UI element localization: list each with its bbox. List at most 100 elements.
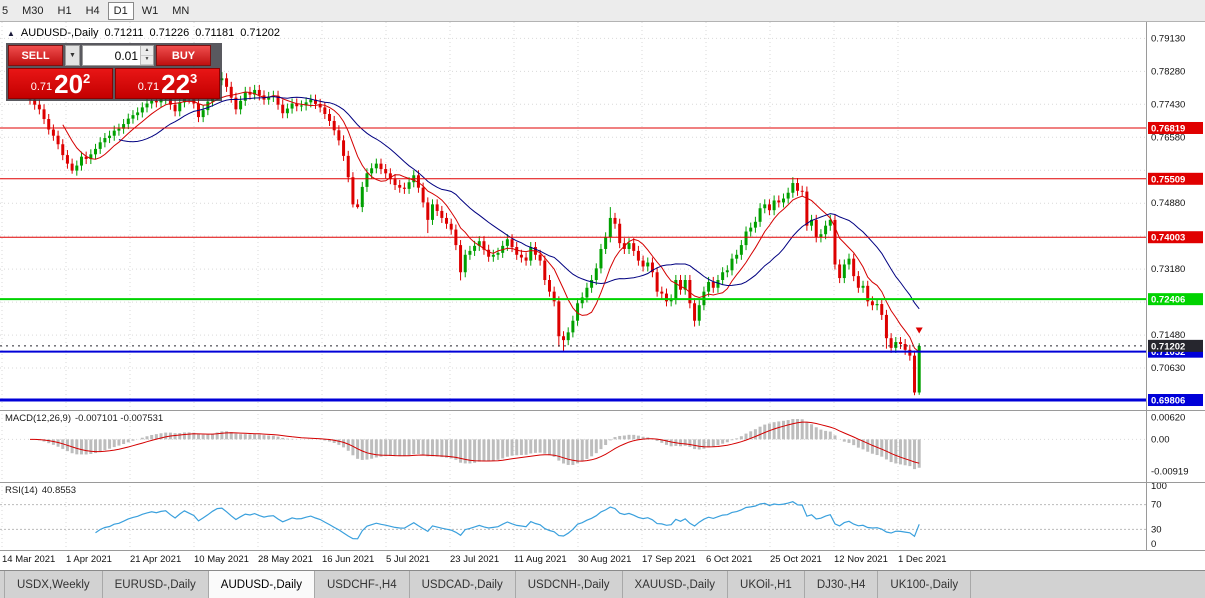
chart-symbol-header: ▲ AUDUSD-,Daily 0.71211 0.71226 0.71181 …	[7, 27, 280, 39]
volume-spinner: ▲ ▼	[140, 46, 153, 65]
chart-grid	[0, 22, 1147, 550]
ask-pipette: 3	[190, 71, 198, 86]
ask-big-digits: 22	[161, 69, 191, 100]
tab-xauusd-daily[interactable]: XAUUSD-,Daily	[623, 571, 729, 598]
svg-text:0.69806: 0.69806	[1151, 396, 1185, 407]
svg-text:23 Jul 2021: 23 Jul 2021	[450, 554, 499, 565]
tab-usdchf-h4[interactable]: USDCHF-,H4	[315, 571, 410, 598]
svg-text:0.71480: 0.71480	[1151, 330, 1185, 341]
svg-text:28 May 2021: 28 May 2021	[258, 554, 313, 565]
svg-text:30: 30	[1151, 524, 1162, 535]
svg-text:0.79130: 0.79130	[1151, 33, 1185, 44]
svg-text:14 Mar 2021: 14 Mar 2021	[2, 554, 55, 565]
price-chart-canvas[interactable]: 14 Mar 2021 1 Apr 2021 21 Apr 2021 10 May 2…	[0, 22, 1205, 570]
candlesticks	[28, 72, 921, 396]
ohlc-high: 0.71226	[149, 27, 190, 39]
svg-text:16 Jun 2021: 16 Jun 2021	[322, 554, 374, 565]
volume-increase-button[interactable]: ▲	[141, 46, 153, 56]
svg-text:5 Jul 2021: 5 Jul 2021	[386, 554, 430, 565]
svg-text:0.77430: 0.77430	[1151, 99, 1185, 110]
svg-text:0.71202: 0.71202	[1151, 341, 1185, 352]
svg-text:0.76580: 0.76580	[1151, 132, 1185, 143]
ohlc-low: 0.71181	[195, 27, 235, 39]
chevron-down-icon: ▼	[69, 52, 76, 59]
volume-field-wrap: ▲ ▼	[82, 45, 154, 66]
timeframe-button-m5[interactable]: 5	[0, 2, 14, 20]
ohlc-open: 0.71211	[104, 27, 144, 39]
bid-prefix: 0.71	[30, 81, 53, 93]
chart-tabs-bar: USDX,Weekly EURUSD-,Daily AUDUSD-,Daily …	[0, 570, 1205, 598]
svg-text:0.78280: 0.78280	[1151, 66, 1185, 77]
timeframe-button-h1[interactable]: H1	[52, 2, 78, 20]
svg-text:21 Apr 2021: 21 Apr 2021	[130, 554, 181, 565]
timeframe-button-h4[interactable]: H4	[80, 2, 106, 20]
tab-uk100-daily[interactable]: UK100-,Daily	[878, 571, 972, 598]
svg-text:0.72406: 0.72406	[1151, 295, 1185, 306]
svg-text:6 Oct 2021: 6 Oct 2021	[706, 554, 752, 565]
svg-text:0.76819: 0.76819	[1151, 123, 1185, 134]
bid-price-box[interactable]: 0.71 20 2	[8, 68, 113, 99]
volume-dropdown-button[interactable]: ▼	[65, 45, 80, 66]
ask-prefix: 0.71	[137, 81, 160, 93]
svg-text:25 Oct 2021: 25 Oct 2021	[770, 554, 822, 565]
price-axis-labels: 0.79130 0.78280 0.77430 0.76580 0.74880 0.731…	[1151, 33, 1189, 550]
symbol-name: AUDUSD-,Daily	[20, 27, 99, 39]
date-axis-labels: 14 Mar 2021 1 Apr 2021 21 Apr 2021 10 May 2…	[2, 554, 947, 565]
svg-text:0.73180: 0.73180	[1151, 264, 1185, 275]
rsi-value: 40.8553	[41, 485, 77, 496]
macd-name: MACD(12,26,9)	[5, 413, 71, 424]
svg-text:0.00620: 0.00620	[1151, 413, 1185, 424]
timeframe-button-mn[interactable]: MN	[166, 2, 195, 20]
ask-price-box[interactable]: 0.71 22 3	[115, 68, 220, 99]
chart-area: 14 Mar 2021 1 Apr 2021 21 Apr 2021 10 May 2…	[0, 22, 1205, 570]
bid-big-digits: 20	[54, 69, 84, 100]
svg-text:0.71052: 0.71052	[1151, 347, 1185, 358]
bid-pipette: 2	[83, 71, 91, 86]
tab-eurusd-daily[interactable]: EURUSD-,Daily	[103, 571, 209, 598]
price-axis-badges: 0.76819 0.75509 0.74003 0.72406 0.71052 0.698…	[1148, 121, 1203, 407]
svg-text:0.74880: 0.74880	[1151, 198, 1185, 209]
buy-button[interactable]: BUY	[156, 45, 211, 66]
svg-text:1 Apr 2021: 1 Apr 2021	[66, 554, 112, 565]
macd-indicator-label: MACD(12,26,9) -0.007101 -0.007531	[5, 413, 163, 424]
svg-text:100: 100	[1151, 481, 1167, 492]
rsi-indicator-label: RSI(14) 40.8553	[5, 485, 76, 496]
tab-usdx-weekly[interactable]: USDX,Weekly	[4, 571, 103, 598]
rsi-name: RSI(14)	[5, 485, 38, 496]
tab-audusd-daily[interactable]: AUDUSD-,Daily	[208, 571, 315, 598]
timeframe-button-d1[interactable]: D1	[107, 1, 134, 20]
volume-decrease-button[interactable]: ▼	[141, 55, 153, 65]
svg-text:11 Aug 2021: 11 Aug 2021	[514, 554, 567, 565]
timeframe-toolbar: 5 M30 H1 H4 D1 W1 MN	[0, 0, 1205, 22]
svg-text:0.00: 0.00	[1151, 434, 1170, 445]
volume-input[interactable]	[83, 46, 140, 65]
timeframe-button-m30[interactable]: M30	[16, 2, 49, 20]
sell-button[interactable]: SELL	[8, 45, 63, 66]
svg-text:0.74003: 0.74003	[1151, 233, 1185, 244]
collapse-trade-panel-icon[interactable]: ▲	[7, 28, 15, 38]
moving-averages	[62, 91, 920, 353]
sell-arrow-marker	[915, 327, 923, 334]
svg-text:1 Dec 2021: 1 Dec 2021	[898, 554, 947, 565]
svg-text:12 Nov 2021: 12 Nov 2021	[834, 554, 888, 565]
tab-ukoil-h1[interactable]: UKOil-,H1	[728, 571, 805, 598]
timeframe-button-w1[interactable]: W1	[136, 2, 165, 20]
svg-text:0.70630: 0.70630	[1151, 363, 1185, 374]
rsi-panel	[0, 501, 1147, 540]
macd-values: -0.007101 -0.007531	[75, 413, 164, 424]
tab-dj30-h4[interactable]: DJ30-,H4	[805, 571, 879, 598]
ohlc-close: 0.71202	[240, 27, 280, 39]
svg-text:0.75509: 0.75509	[1151, 174, 1185, 185]
svg-text:10 May 2021: 10 May 2021	[194, 554, 249, 565]
horizontal-level-lines[interactable]	[0, 127, 1147, 402]
svg-text:17 Sep 2021: 17 Sep 2021	[642, 554, 696, 565]
panel-separators[interactable]	[0, 22, 1205, 551]
svg-text:-0.00919: -0.00919	[1151, 467, 1189, 478]
svg-text:30 Aug 2021: 30 Aug 2021	[578, 554, 631, 565]
svg-text:70: 70	[1151, 500, 1162, 511]
tab-usdcad-daily[interactable]: USDCAD-,Daily	[410, 571, 516, 598]
macd-panel	[0, 419, 1147, 470]
tab-usdcnh-daily[interactable]: USDCNH-,Daily	[516, 571, 623, 598]
